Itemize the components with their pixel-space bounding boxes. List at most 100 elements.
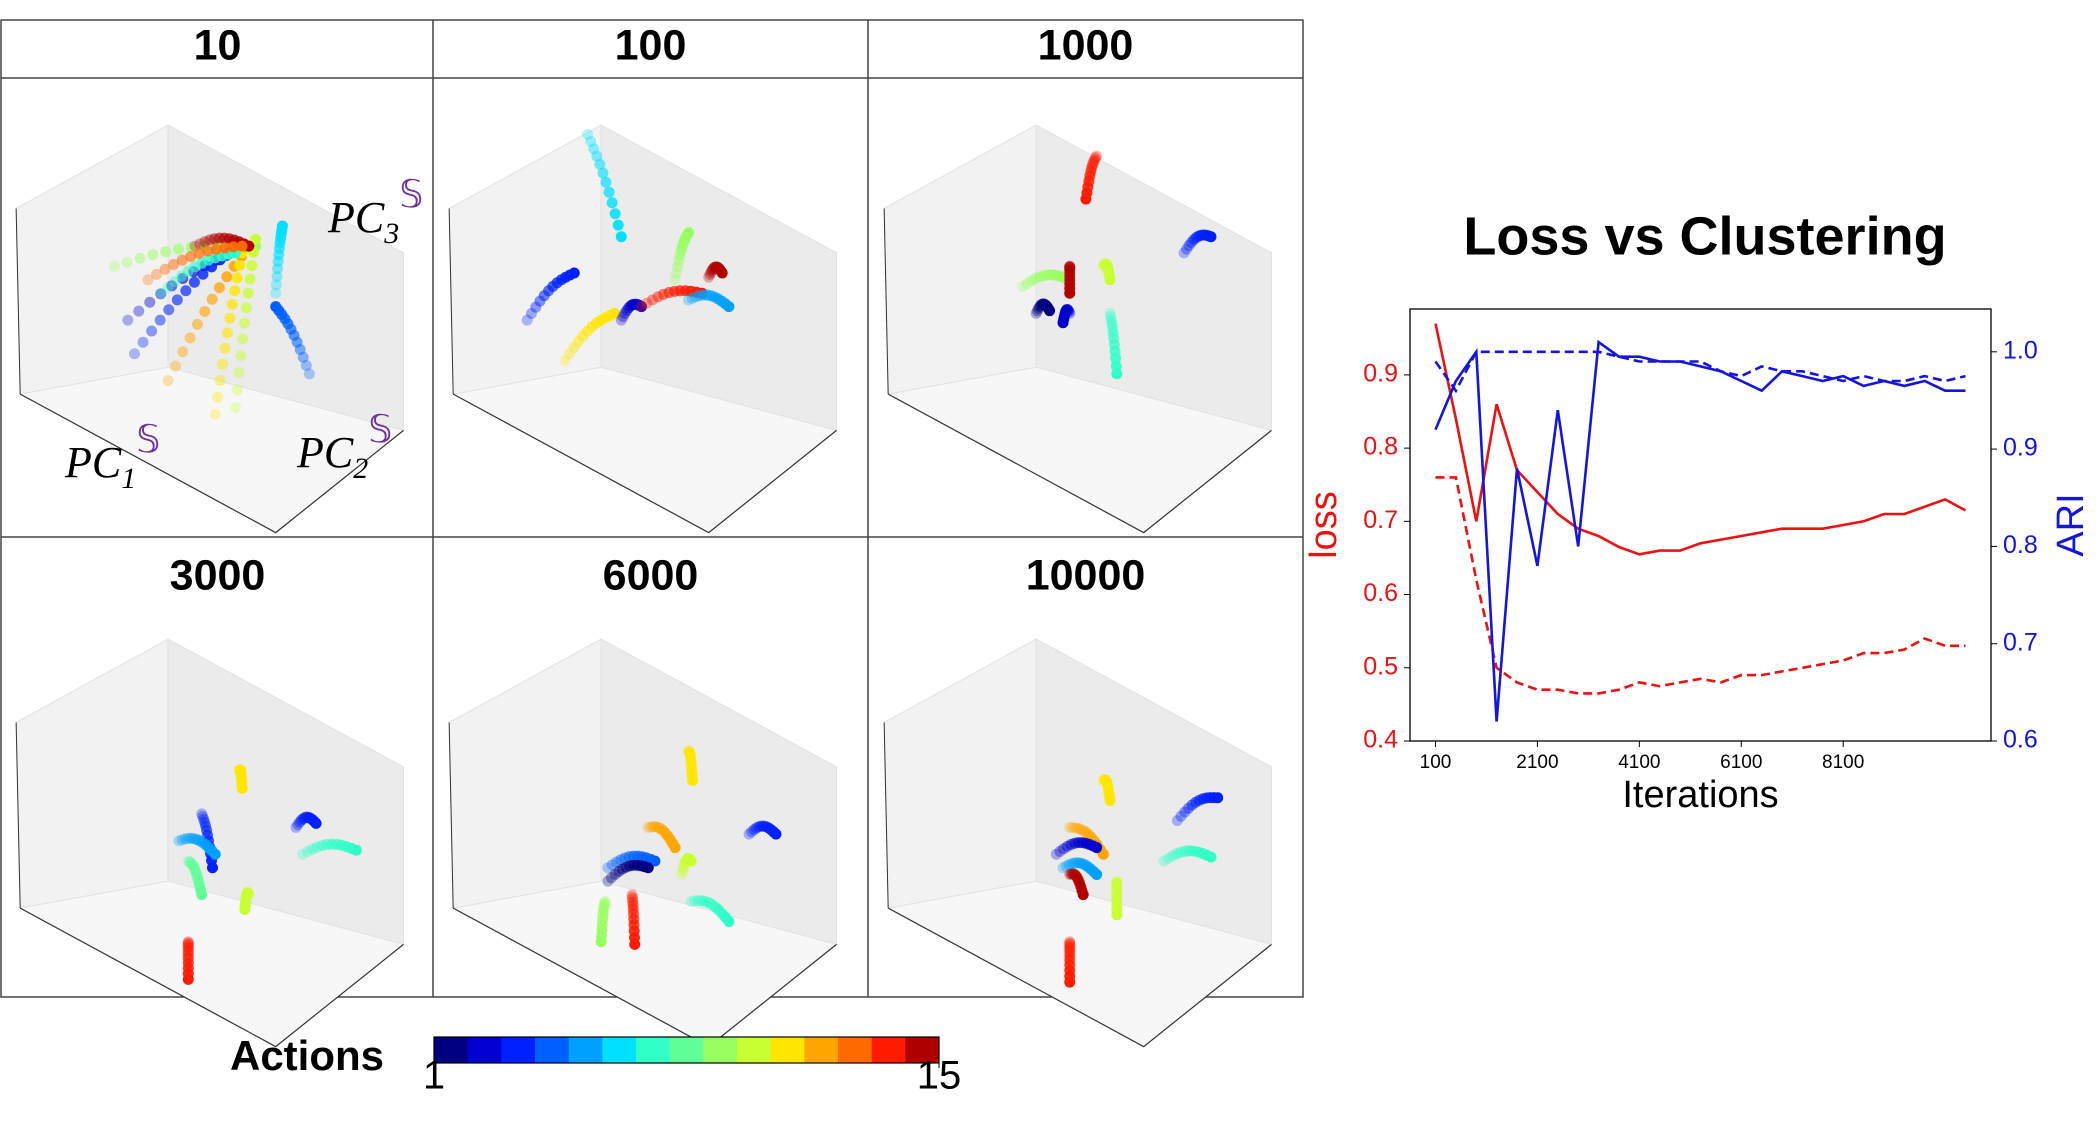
trajectory-point	[649, 855, 661, 867]
trajectory-point	[297, 351, 309, 363]
trajectory-point	[1021, 278, 1033, 290]
chart-title: Loss vs Clustering	[1463, 206, 1946, 266]
trajectory-point	[1091, 842, 1103, 854]
trajectory-point	[617, 311, 629, 323]
trajectory-point	[582, 128, 594, 140]
axis-label-base: PC	[327, 193, 385, 242]
trajectory-point	[169, 360, 181, 372]
trajectory-point	[199, 236, 211, 248]
trajectory-point	[525, 308, 537, 320]
y2-tick-label: 0.9	[2003, 434, 2038, 462]
trajectory-point	[162, 281, 174, 293]
trajectory-point	[1064, 287, 1076, 299]
colorbar-swatch	[636, 1037, 671, 1063]
trajectory-point	[687, 774, 699, 786]
trajectory-point	[193, 247, 205, 259]
trajectory-point	[646, 294, 658, 306]
trajectory-point	[606, 859, 618, 871]
trajectory-point	[144, 296, 156, 308]
trajectory-point	[530, 301, 542, 313]
trajectory-point	[1181, 243, 1193, 255]
trajectory-point	[163, 304, 175, 316]
trajectory-point	[609, 208, 621, 220]
box-edge	[448, 722, 454, 909]
axis-label-sub: 2	[353, 452, 368, 485]
trajectory-point	[231, 384, 243, 396]
trajectory-point	[677, 865, 689, 877]
trajectory-point	[159, 263, 171, 275]
panel-title: 10	[194, 21, 242, 69]
x-tick-label: 8100	[1822, 752, 1864, 773]
axis-label-base: PC	[296, 428, 354, 477]
trajectory-point	[641, 297, 653, 309]
trajectory-point	[1017, 280, 1029, 292]
plot-frame	[1409, 308, 1992, 742]
trajectory-point	[642, 821, 654, 833]
trajectory-point	[173, 243, 185, 255]
panel-title: 1000	[1038, 21, 1134, 69]
trajectory-point	[162, 375, 174, 387]
trajectory-point	[242, 287, 254, 299]
trajectory-point	[209, 408, 221, 420]
trajectory-point	[1064, 821, 1076, 833]
trajectory-point	[237, 333, 249, 345]
trajectory-point	[219, 342, 231, 354]
trajectory-point	[1097, 848, 1109, 860]
y2-tick-label: 0.7	[2003, 628, 2038, 656]
trajectory-point	[1044, 305, 1056, 317]
trajectory-point	[609, 307, 621, 319]
trajectory-point	[142, 274, 154, 286]
trajectory-point	[1205, 231, 1217, 243]
trajectory-point	[146, 325, 158, 337]
panel-title: 100	[615, 21, 687, 69]
y-tick-label: 0.7	[1363, 506, 1398, 534]
trajectory-point	[626, 891, 638, 903]
trajectory-point	[1057, 862, 1069, 874]
trajectory-point	[303, 368, 315, 380]
panel-title: 3000	[170, 551, 266, 599]
trajectory-point	[226, 298, 238, 310]
trajectory-point	[615, 231, 627, 243]
trajectory-point	[1064, 976, 1076, 988]
x-tick-label: 4100	[1618, 752, 1660, 773]
trajectory-point	[612, 219, 624, 231]
trajectory-point	[155, 288, 167, 300]
axis-label-sup: 𝕊	[399, 174, 423, 216]
axis-label-sub: 3	[383, 217, 399, 250]
trajectory-point	[196, 889, 208, 901]
trajectory-point	[559, 354, 571, 366]
trajectory-point	[683, 227, 695, 239]
y2-axis-label: ARI	[2050, 493, 2092, 556]
trajectory-point	[234, 259, 246, 271]
box-edge	[883, 208, 889, 395]
colorbar-swatch	[770, 1037, 805, 1063]
trajectory-point	[290, 821, 302, 833]
trajectory-point	[168, 258, 180, 270]
trajectory-point	[302, 846, 314, 858]
trajectory-point	[1091, 868, 1103, 880]
trajectory-point	[194, 238, 206, 250]
trajectory-point	[600, 176, 612, 188]
trajectory-point	[676, 868, 688, 880]
trajectory-point	[669, 274, 681, 286]
trajectory-point	[635, 301, 647, 313]
colorbar-swatch	[568, 1037, 603, 1063]
trajectory-point	[770, 828, 782, 840]
y-axis-label: loss	[1303, 491, 1345, 559]
trajectory-point	[683, 294, 695, 306]
trajectory-point	[212, 391, 224, 403]
trajectory-point	[231, 272, 243, 284]
box-edge	[887, 907, 1272, 1048]
trajectory-point	[154, 314, 166, 326]
trajectory-point	[171, 294, 183, 306]
colorbar-swatch	[804, 1037, 839, 1063]
box-edge	[452, 393, 837, 534]
trajectory-point	[1178, 247, 1190, 259]
trajectory-point	[229, 402, 241, 414]
colorbar-label: Actions	[230, 1032, 384, 1079]
colorbar-swatch	[703, 1037, 738, 1063]
trajectory-point	[594, 158, 606, 170]
box-wall	[448, 124, 602, 395]
trajectory-point	[147, 249, 159, 261]
